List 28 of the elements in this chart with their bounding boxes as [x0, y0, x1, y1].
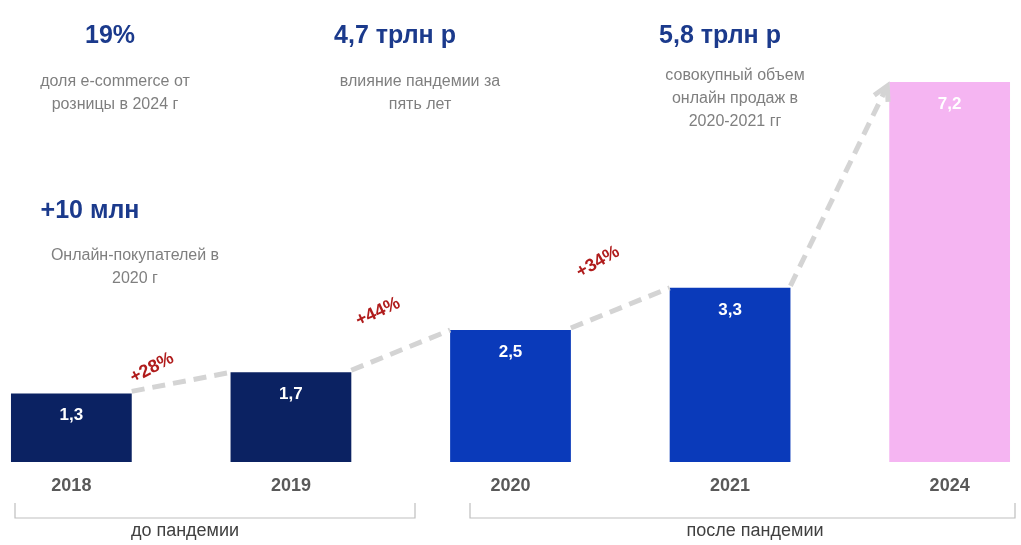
- x-tick-label: 2019: [270, 474, 311, 495]
- text: до пандемии: [130, 520, 240, 540]
- annotation: +34%: [572, 240, 623, 282]
- x-tick-label: 2020: [490, 474, 531, 495]
- annotation: совокупный объем онлайн продаж в 2020-2021 гг: [665, 66, 805, 129]
- bar: [669, 287, 791, 462]
- data-label: 3,3: [718, 299, 742, 319]
- annotation: +28%: [126, 347, 177, 387]
- text: 19%: [84, 20, 136, 48]
- bar: [889, 82, 1011, 462]
- annotation: +44%: [352, 292, 403, 330]
- data-label: 1,3: [59, 405, 84, 425]
- data-label: 1,7: [279, 384, 303, 404]
- text: 5,8 трлн р: [659, 20, 781, 48]
- annotation: +10 млн: [40, 195, 140, 223]
- x-tick-label: 2018: [51, 474, 92, 495]
- data-label: 2,5: [498, 342, 523, 362]
- annotation: доля e-commerce от розницы в 2024 г: [40, 71, 191, 112]
- x-tick-label: 2021: [710, 474, 751, 495]
- text: 4,7 трлн р: [334, 20, 456, 48]
- bar: [450, 330, 571, 462]
- annotation: Онлайн-покупателей в 2020 г: [50, 245, 220, 286]
- text: после пандемии: [686, 520, 824, 540]
- bar: [10, 393, 132, 462]
- x-tick-label: 2024: [929, 474, 970, 495]
- annotation: влияние пандемии за пять лет: [339, 71, 501, 112]
- data-label: 7,2: [937, 94, 962, 113]
- bar: [230, 372, 352, 462]
